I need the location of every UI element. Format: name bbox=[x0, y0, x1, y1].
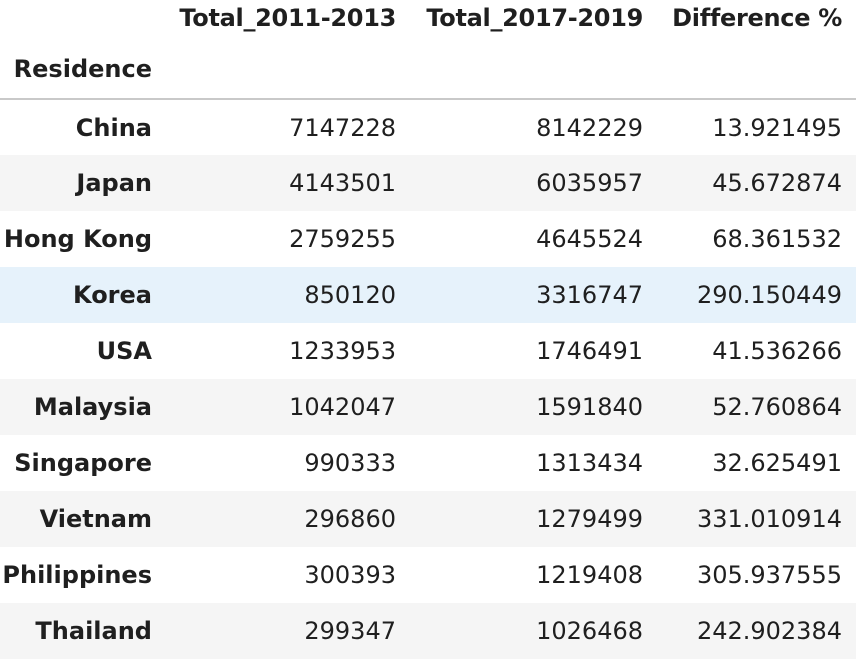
table-header: Total_2011-2013 Total_2017-2019 Differen… bbox=[0, 0, 856, 100]
cell-difference-pct: 41.536266 bbox=[712, 337, 842, 365]
row-index-residence: Hong Kong bbox=[3, 225, 152, 253]
cell-total-2011-2013: 990333 bbox=[304, 449, 396, 477]
cell-difference-pct: 68.361532 bbox=[712, 225, 842, 253]
cell-difference-pct: 242.902384 bbox=[696, 617, 842, 645]
table-row: China 7147228 8142229 13.921495 bbox=[0, 99, 856, 155]
cell-total-2011-2013: 1042047 bbox=[289, 393, 396, 421]
table-row: USA 1233953 1746491 41.536266 bbox=[0, 323, 856, 379]
cell-total-2017-2019: 1591840 bbox=[536, 393, 643, 421]
cell-total-2011-2013: 850120 bbox=[304, 281, 396, 309]
cell-total-2017-2019: 1026468 bbox=[536, 617, 643, 645]
cell-total-2011-2013: 299347 bbox=[304, 617, 396, 645]
index-name-row: Residence bbox=[0, 40, 856, 100]
table-body: China 7147228 8142229 13.921495 Japan 4143501… bbox=[0, 99, 856, 659]
row-index-residence: Vietnam bbox=[39, 505, 152, 533]
index-name-header: Residence bbox=[0, 40, 166, 100]
cell-total-2011-2013: 2759255 bbox=[289, 225, 396, 253]
cell-total-2017-2019: 4645524 bbox=[536, 225, 643, 253]
cell-total-2011-2013: 4143501 bbox=[289, 169, 396, 197]
table-row: Hong Kong 2759255 4645524 68.361532 bbox=[0, 211, 856, 267]
cell-difference-pct: 45.672874 bbox=[712, 169, 842, 197]
row-index-residence: Japan bbox=[76, 169, 152, 197]
cell-total-2017-2019: 1279499 bbox=[536, 505, 643, 533]
column-header-total-2011-2013: Total_2011-2013 bbox=[179, 4, 396, 32]
cell-total-2017-2019: 1746491 bbox=[536, 337, 643, 365]
table-row: Philippines 300393 1219408 305.937555 bbox=[0, 547, 856, 603]
table-row: Japan 4143501 6035957 45.672874 bbox=[0, 155, 856, 211]
cell-total-2017-2019: 6035957 bbox=[536, 169, 643, 197]
cell-difference-pct: 305.937555 bbox=[696, 561, 842, 589]
cell-difference-pct: 32.625491 bbox=[712, 449, 842, 477]
index-row-empty-cell bbox=[657, 40, 856, 100]
index-row-empty-cell bbox=[410, 40, 657, 100]
index-row-empty-cell bbox=[166, 40, 410, 100]
cell-difference-pct: 13.921495 bbox=[712, 113, 842, 142]
table-row: Thailand 299347 1026468 242.902384 bbox=[0, 603, 856, 659]
row-index-residence: Korea bbox=[73, 281, 152, 309]
cell-difference-pct: 290.150449 bbox=[696, 281, 842, 309]
cell-difference-pct: 52.760864 bbox=[712, 393, 842, 421]
header-corner-cell bbox=[0, 0, 166, 40]
cell-difference-pct: 331.010914 bbox=[696, 505, 842, 533]
row-index-residence: USA bbox=[96, 337, 152, 365]
cell-total-2017-2019: 8142229 bbox=[536, 113, 643, 142]
row-index-residence: Thailand bbox=[35, 617, 152, 645]
cell-total-2017-2019: 1313434 bbox=[536, 449, 643, 477]
row-index-residence: China bbox=[75, 113, 152, 142]
cell-total-2011-2013: 1233953 bbox=[289, 337, 396, 365]
cell-total-2011-2013: 7147228 bbox=[289, 113, 396, 142]
column-header-difference-pct: Difference % bbox=[672, 4, 842, 32]
row-index-residence: Singapore bbox=[14, 449, 152, 477]
column-header-total-2017-2019: Total_2017-2019 bbox=[426, 4, 643, 32]
cell-total-2017-2019: 1219408 bbox=[536, 561, 643, 589]
column-header-row: Total_2011-2013 Total_2017-2019 Differen… bbox=[0, 0, 856, 40]
row-index-residence: Malaysia bbox=[33, 393, 152, 421]
cell-total-2011-2013: 300393 bbox=[304, 561, 396, 589]
row-index-residence: Philippines bbox=[2, 561, 152, 589]
cell-total-2011-2013: 296860 bbox=[304, 505, 396, 533]
cell-total-2017-2019: 3316747 bbox=[536, 281, 643, 309]
table-row: Vietnam 296860 1279499 331.010914 bbox=[0, 491, 856, 547]
table-row: Korea 850120 3316747 290.150449 bbox=[0, 267, 856, 323]
table-row: Malaysia 1042047 1591840 52.760864 bbox=[0, 379, 856, 435]
table-row: Singapore 990333 1313434 32.625491 bbox=[0, 435, 856, 491]
